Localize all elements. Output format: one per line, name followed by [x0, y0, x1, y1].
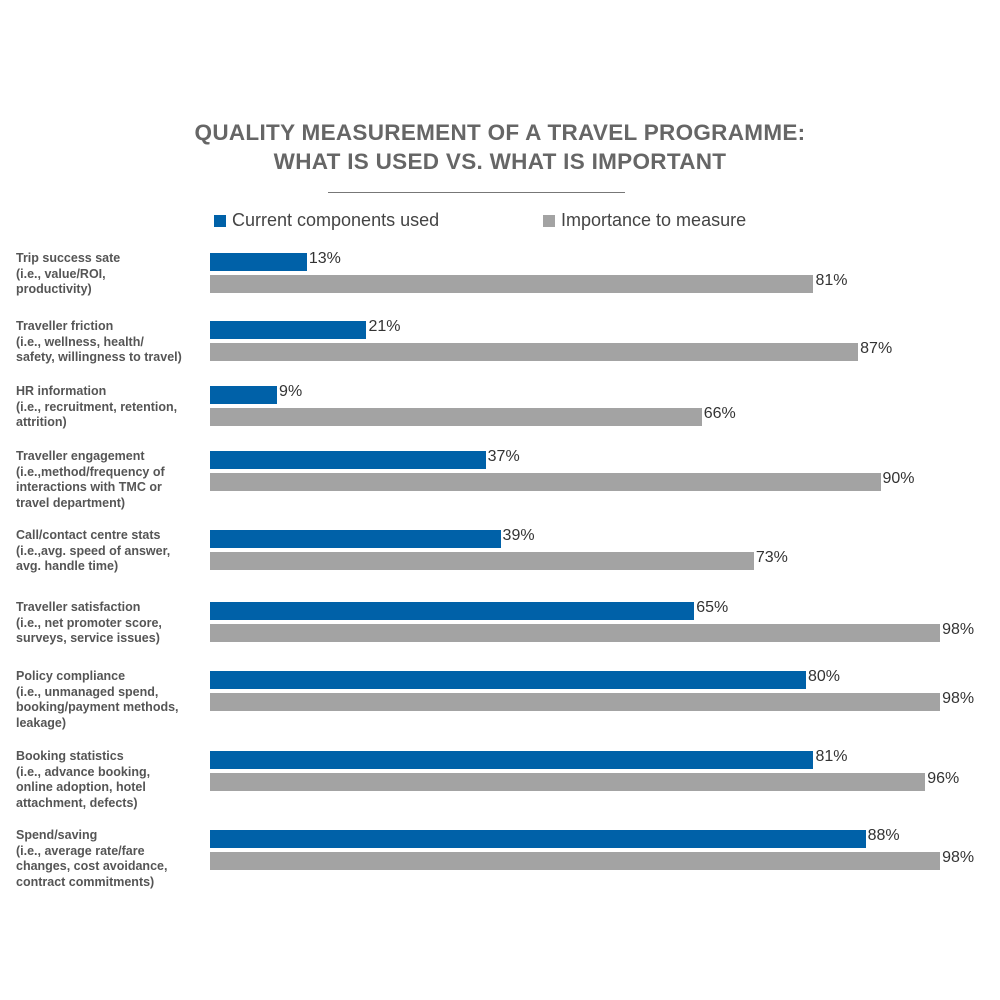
bar-current — [210, 321, 367, 339]
bar-current — [210, 751, 814, 769]
category-label: Call/contact centre stats (i.e.,avg. spee… — [16, 528, 206, 575]
bar-importance — [210, 852, 941, 870]
category-title: Booking statistics — [16, 749, 124, 763]
data-label-current: 37% — [487, 448, 520, 465]
category-subtitle: booking/payment methods, — [16, 700, 179, 714]
category-subtitle: attachment, defects) — [16, 795, 138, 810]
category-title: Policy compliance — [16, 669, 126, 683]
title-line-2: WHAT IS USED VS. WHAT IS IMPORTANT — [273, 149, 727, 174]
category-title: Trip success sate — [16, 251, 121, 265]
legend-item-current: Current components used — [214, 210, 439, 231]
bar-current — [210, 253, 307, 271]
data-label-importance: 98% — [942, 849, 975, 866]
category-label: Booking statistics (i.e., advance booking… — [16, 749, 206, 811]
bar-importance — [210, 624, 941, 642]
category-subtitle: productivity) — [16, 282, 92, 296]
data-label-current: 88% — [867, 827, 900, 844]
data-label-importance: 96% — [927, 770, 960, 787]
category-subtitle: (i.e., recruitment, retention, — [16, 399, 178, 414]
category-subtitle: (i.e.,avg. speed of answer, — [16, 543, 171, 558]
bar-current — [210, 530, 501, 548]
category-subtitle: (i.e., unmanaged spend, — [16, 684, 159, 699]
data-label-current: 39% — [502, 527, 535, 544]
data-label-importance: 73% — [755, 549, 788, 566]
bar-importance — [210, 275, 814, 293]
title-divider — [328, 192, 625, 193]
data-label-current: 80% — [808, 668, 841, 685]
data-label-importance: 98% — [942, 690, 975, 707]
category-label: Trip success sate (i.e., value/ROI, produc… — [16, 251, 206, 298]
bar-importance — [210, 693, 941, 711]
category-subtitle: travel department) — [16, 495, 126, 510]
category-label: Spend/saving (i.e., average rate/fare chan… — [16, 828, 206, 890]
data-label-importance: 87% — [860, 340, 893, 357]
bar-importance — [210, 773, 926, 791]
bar-importance — [210, 343, 859, 361]
data-label-importance: 98% — [942, 621, 975, 638]
bar-current — [210, 830, 866, 848]
data-label-current: 81% — [815, 748, 848, 765]
data-label-importance: 81% — [815, 272, 848, 289]
category-subtitle: contract commitments) — [16, 874, 155, 889]
category-label: Policy compliance (i.e., unmanaged spend,… — [16, 669, 206, 731]
category-subtitle: (i.e., average rate/fare — [16, 843, 145, 858]
legend-swatch-current — [214, 214, 226, 227]
legend-label-current: Current components used — [232, 210, 440, 230]
category-subtitle: attrition) — [16, 415, 67, 429]
legend-item-importance: Importance to measure — [543, 210, 746, 231]
data-label-current: 13% — [308, 250, 341, 267]
bar-current — [210, 671, 806, 689]
category-subtitle: (i.e.,method/frequency of — [16, 464, 165, 479]
data-label-current: 21% — [368, 318, 401, 335]
bar-current — [210, 602, 695, 620]
data-label-importance: 66% — [703, 405, 736, 422]
category-subtitle: safety, willingness to travel) — [16, 350, 182, 364]
chart-title: QUALITY MEASUREMENT OF A TRAVEL PROGRAMM… — [0, 118, 1000, 176]
category-subtitle: (i.e., wellness, health/ — [16, 334, 144, 349]
category-subtitle: (i.e., net promoter score, — [16, 615, 162, 630]
data-label-current: 65% — [696, 599, 729, 616]
legend-swatch-importance — [543, 214, 555, 227]
legend-label-importance: Importance to measure — [561, 210, 747, 230]
category-label: Traveller engagement (i.e.,method/frequen… — [16, 449, 206, 511]
category-label: HR information (i.e., recruitment, retent… — [16, 384, 206, 431]
category-title: Traveller satisfaction — [16, 600, 141, 614]
bar-current — [210, 451, 486, 469]
category-subtitle: interactions with TMC or — [16, 480, 162, 494]
bar-importance — [210, 473, 881, 491]
category-title: Call/contact centre stats — [16, 528, 161, 542]
title-line-1: QUALITY MEASUREMENT OF A TRAVEL PROGRAMM… — [194, 120, 806, 145]
data-label-current: 9% — [279, 383, 303, 400]
bar-current — [210, 386, 278, 404]
bar-importance — [210, 408, 702, 426]
category-title: Traveller friction — [16, 319, 114, 333]
category-subtitle: avg. handle time) — [16, 559, 119, 573]
category-subtitle: changes, cost avoidance, — [16, 859, 168, 873]
category-title: Traveller engagement — [16, 449, 145, 463]
category-label: Traveller satisfaction (i.e., net promote… — [16, 600, 206, 647]
category-subtitle: leakage) — [16, 715, 67, 730]
category-subtitle: surveys, service issues) — [16, 631, 160, 645]
bar-importance — [210, 552, 754, 570]
category-subtitle: (i.e., advance booking, — [16, 764, 151, 779]
category-subtitle: (i.e., value/ROI, — [16, 266, 106, 281]
category-title: HR information — [16, 384, 107, 398]
category-subtitle: online adoption, hotel — [16, 780, 146, 794]
data-label-importance: 90% — [882, 470, 915, 487]
category-label: Traveller friction (i.e., wellness, healt… — [16, 319, 206, 366]
category-title: Spend/saving — [16, 828, 98, 842]
